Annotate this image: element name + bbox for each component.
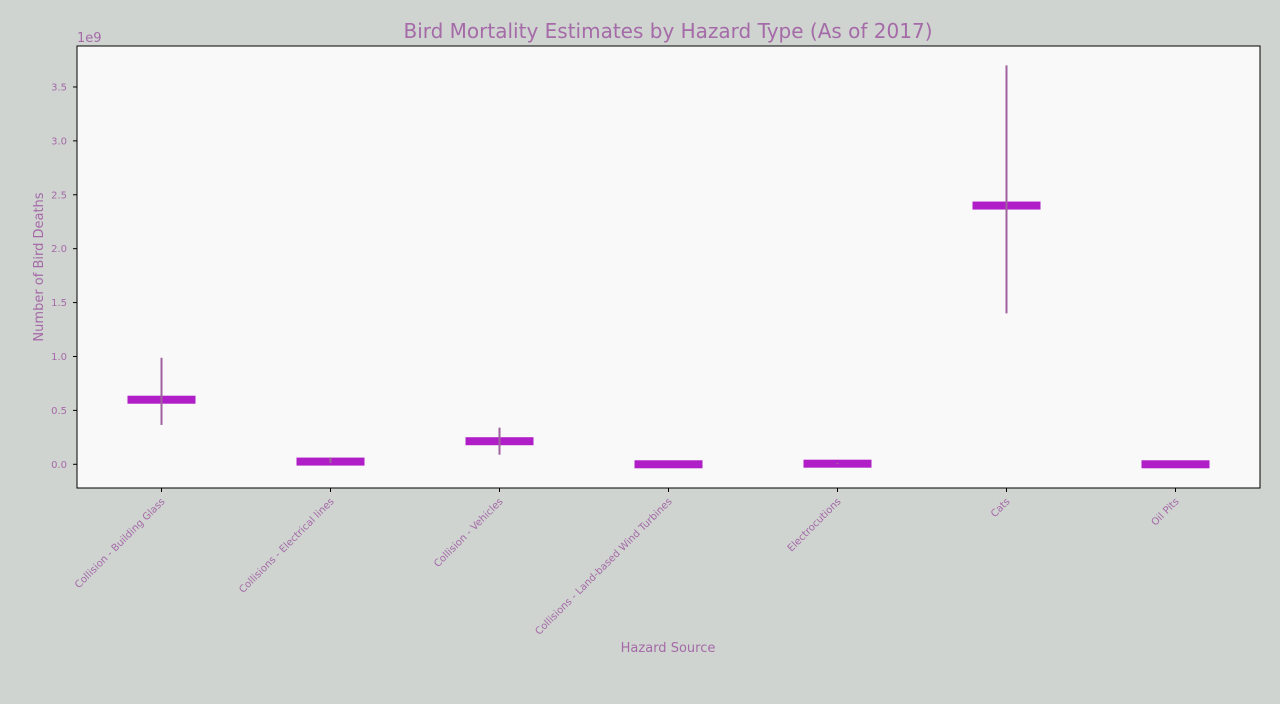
y-tick-label: 2.5 bbox=[51, 190, 67, 201]
x-tick-label: Cats bbox=[989, 496, 1013, 520]
bar bbox=[1141, 460, 1210, 469]
x-axis-label: Hazard Source bbox=[621, 641, 716, 656]
x-tick-label: Oil Pits bbox=[1150, 496, 1182, 528]
x-tick-label: Collisions - Electrical lines bbox=[237, 496, 336, 595]
plot-area bbox=[76, 45, 1261, 489]
chart-marks bbox=[127, 65, 1210, 469]
y-tick-label: 1.0 bbox=[51, 352, 67, 363]
y-axis-label: Number of Bird Deaths bbox=[32, 192, 47, 341]
y-tick-label: 2.0 bbox=[51, 244, 67, 255]
y-scale-note: 1e9 bbox=[77, 31, 102, 46]
x-tick-label: Electrocutions bbox=[786, 496, 844, 554]
y-tick-label: 3.0 bbox=[51, 136, 67, 147]
y-axis: 0.0 0.5 1.0 1.5 2.0 2.5 3.0 3.5 bbox=[51, 82, 77, 471]
x-tick-label: Collision - Building Glass bbox=[73, 496, 168, 591]
y-tick-label: 3.5 bbox=[51, 82, 67, 93]
y-tick-label: 0.0 bbox=[51, 460, 67, 471]
x-tick-label: Collision - Vehicles bbox=[432, 496, 505, 569]
y-tick-label: 0.5 bbox=[51, 406, 67, 417]
y-tick-label: 1.5 bbox=[51, 298, 67, 309]
x-tick-label: Collisions - Land-based Wind Turbines bbox=[533, 496, 674, 637]
x-axis: Collision - Building Glass Collisions - E… bbox=[73, 488, 1182, 637]
chart-title: Bird Mortality Estimates by Hazard Type … bbox=[403, 19, 932, 43]
bar bbox=[634, 460, 703, 469]
